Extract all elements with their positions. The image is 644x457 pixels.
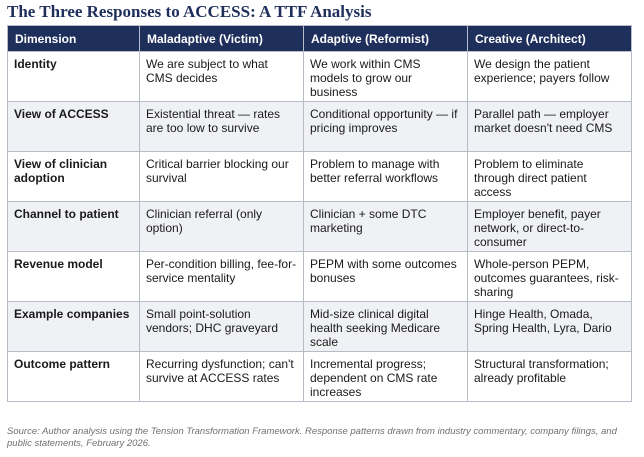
page-title: The Three Responses to ACCESS: A TTF Ana… xyxy=(7,2,372,21)
table-row: View of ACCESS Existential threat — rate… xyxy=(7,101,632,152)
column-header: Adaptive (Reformist) xyxy=(303,25,468,52)
table-row: Identity We are subject to what CMS deci… xyxy=(7,51,632,102)
table-row: View of clinician adoption Critical barr… xyxy=(7,151,632,202)
table-row: Outcome pattern Recurring dysfunction; c… xyxy=(7,351,632,402)
table-cell: Conditional opportunity — if pricing imp… xyxy=(303,101,468,152)
table-cell: Recurring dysfunction; can't survive at … xyxy=(139,351,304,402)
table-row: Channel to patient Clinician referral (o… xyxy=(7,201,632,252)
source-note: Source: Author analysis using the Tensio… xyxy=(7,426,617,449)
table-cell: Small point-solution vendors; DHC gravey… xyxy=(139,301,304,352)
table-cell: Parallel path — employer market doesn't … xyxy=(467,101,632,152)
table-cell: We work within CMS models to grow our bu… xyxy=(303,51,468,102)
table-cell: PEPM with some outcomes bonuses xyxy=(303,251,468,302)
dimension-cell: Identity xyxy=(7,51,140,102)
table-cell: Per-condition billing, fee-for-service m… xyxy=(139,251,304,302)
table-cell: Critical barrier blocking our survival xyxy=(139,151,304,202)
dimension-cell: Outcome pattern xyxy=(7,351,140,402)
table-cell: Problem to eliminate through direct pati… xyxy=(467,151,632,202)
table-cell: Clinician referral (only option) xyxy=(139,201,304,252)
dimension-cell: View of ACCESS xyxy=(7,101,140,152)
table-cell: Hinge Health, Omada, Spring Health, Lyra… xyxy=(467,301,632,352)
table-cell: Employer benefit, payer network, or dire… xyxy=(467,201,632,252)
comparison-table: Dimension Maladaptive (Victim) Adaptive … xyxy=(7,25,632,402)
table-cell: Clinician + some DTC marketing xyxy=(303,201,468,252)
table-cell: Structural transformation; already profi… xyxy=(467,351,632,402)
dimension-cell: Revenue model xyxy=(7,251,140,302)
dimension-cell: Channel to patient xyxy=(7,201,140,252)
column-header: Maladaptive (Victim) xyxy=(139,25,304,52)
table-header-row: Dimension Maladaptive (Victim) Adaptive … xyxy=(7,25,632,52)
table-cell: Whole-person PEPM, outcomes guarantees, … xyxy=(467,251,632,302)
table-row: Revenue model Per-condition billing, fee… xyxy=(7,251,632,302)
table-cell: Incremental progress; dependent on CMS r… xyxy=(303,351,468,402)
table-cell: We design the patient experience; payers… xyxy=(467,51,632,102)
dimension-cell: Example companies xyxy=(7,301,140,352)
column-header: Dimension xyxy=(7,25,140,52)
column-header: Creative (Architect) xyxy=(467,25,632,52)
table-row: Example companies Small point-solution v… xyxy=(7,301,632,352)
table-cell: Problem to manage with better referral w… xyxy=(303,151,468,202)
table-cell: Existential threat — rates are too low t… xyxy=(139,101,304,152)
table-cell: We are subject to what CMS decides xyxy=(139,51,304,102)
table-cell: Mid-size clinical digital health seeking… xyxy=(303,301,468,352)
dimension-cell: View of clinician adoption xyxy=(7,151,140,202)
